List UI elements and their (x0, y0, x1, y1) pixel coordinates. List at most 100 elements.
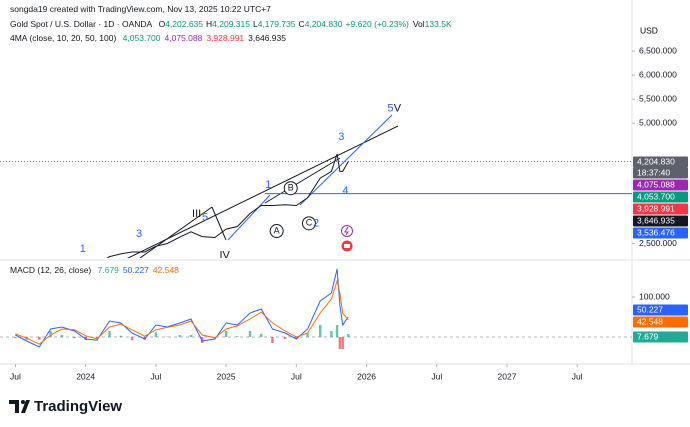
ohlc-item: C4,204.830 (299, 19, 343, 29)
annotation: III (192, 208, 201, 220)
macd-pane (0, 268, 632, 349)
y-tick-label: 6,500.000 (639, 45, 677, 55)
histogram-bar (236, 336, 239, 337)
annotation: V (394, 103, 402, 115)
logo-icon (9, 400, 30, 413)
annotation: C (306, 218, 313, 228)
annotation-circle (269, 224, 284, 239)
histogram-bar (338, 337, 342, 349)
x-tick-label: 2026 (357, 371, 376, 381)
histogram-bar (119, 335, 122, 337)
annotation: 5 (387, 103, 393, 115)
logo-icon (21, 400, 25, 404)
attribution: songda19 created with TradingView.com, N… (10, 4, 271, 14)
histogram-bar (319, 325, 322, 337)
y-tick-label: 100.000 (639, 291, 670, 301)
price-tag (633, 191, 688, 203)
x-tick-label: Jul (10, 371, 21, 381)
histogram-bar (154, 332, 158, 337)
x-tick-label: Jul (572, 371, 583, 381)
signal-line (15, 279, 349, 345)
y-tick-label: 5,500.000 (639, 93, 677, 103)
price-tag-label: 42.548 (637, 316, 663, 326)
ma-title: 4MA (close, 10, 20, 50, 100) (10, 33, 117, 43)
histogram-bar (14, 337, 17, 339)
ma-value: 3,646.935 (248, 33, 286, 43)
y-tick-label: 2,500.000 (639, 238, 677, 248)
ma-legend: 4MA (close, 10, 20, 50, 100) 4,053.700 4,… (10, 33, 290, 43)
histogram-bar (295, 337, 298, 339)
x-tick-label: Jul (431, 371, 442, 381)
ohlc-key: O (158, 19, 166, 29)
macd-hist-value: 7.679 (97, 265, 119, 275)
ohlc-item: H4,209.315 (206, 19, 250, 29)
drawings (127, 114, 399, 258)
currency: USD (640, 25, 658, 35)
price-tag (633, 203, 688, 215)
price-tag-label: 4,053.700 (637, 191, 675, 201)
price-tag-label: 18:37:40 (637, 167, 670, 177)
ma-value: 4,053.700 (122, 33, 161, 43)
histogram-bar (306, 333, 309, 337)
price-tag-label: 3,536.476 (637, 227, 675, 237)
annotation: 1 (265, 179, 271, 191)
histogram-bar (60, 335, 63, 337)
ohlc-value: 4,202.635 (165, 19, 204, 29)
trend-line (211, 206, 227, 241)
annotation-circle (283, 181, 298, 196)
price-line (106, 153, 349, 258)
signal-value: 42.548 (152, 265, 179, 275)
price-tag (633, 179, 688, 191)
trend-line (264, 157, 341, 204)
x-tick-label: Jul (150, 371, 161, 381)
ohlc-value: 4,179.735 (257, 19, 296, 29)
ohlc-item: L4,179.735 (253, 19, 296, 29)
ohlc-key: L (252, 19, 258, 29)
annotation: 1 (80, 243, 86, 255)
volume-key: Vol (412, 19, 425, 29)
ohlc-value: 4,204.830 (304, 19, 343, 29)
annotation: A (274, 225, 280, 235)
histogram-bar (38, 337, 41, 340)
ohlc-key: C (298, 19, 305, 29)
volume-value: 133.5K (424, 19, 452, 29)
trend-line (299, 114, 393, 206)
price-tag (633, 167, 688, 179)
x-tick-label: 2024 (76, 371, 95, 381)
histogram-bar (108, 331, 111, 337)
histogram-bar (224, 331, 228, 337)
histogram-bar (248, 331, 252, 337)
trend-line (139, 206, 213, 258)
price-tag (633, 304, 688, 316)
histogram-bar (178, 335, 181, 337)
annotation: B (288, 183, 294, 193)
histogram-bar (260, 333, 263, 337)
x-tick-label: Jul (291, 371, 302, 381)
price-tag (633, 227, 688, 239)
y-tick-label: 5,000.000 (639, 118, 677, 128)
volume: Vol133.5K (413, 19, 456, 29)
price-tag (633, 331, 688, 343)
ohlc-key: H (206, 19, 213, 29)
price-tag-label: 4,075.088 (637, 179, 675, 189)
histogram-bar (341, 337, 344, 349)
ohlc-value: 4,209.315 (212, 19, 250, 29)
price-tag (633, 156, 688, 168)
event-icon (344, 226, 349, 236)
histogram-bar (335, 325, 339, 337)
event-icon (341, 225, 353, 237)
price-tag-label: 50.227 (637, 304, 663, 314)
annotation: 3 (136, 228, 142, 240)
logo-text: TradingView (34, 398, 122, 415)
histogram-bar (189, 335, 193, 337)
ma-value: 4,075.088 (164, 33, 203, 43)
price-tag-label: 3,928.991 (637, 203, 675, 213)
price-pane (106, 153, 349, 258)
annotation: IV (220, 250, 231, 262)
histogram-bar (330, 331, 333, 337)
price-tag-label: 4,204.830 (637, 156, 675, 166)
event-icon (344, 244, 350, 248)
